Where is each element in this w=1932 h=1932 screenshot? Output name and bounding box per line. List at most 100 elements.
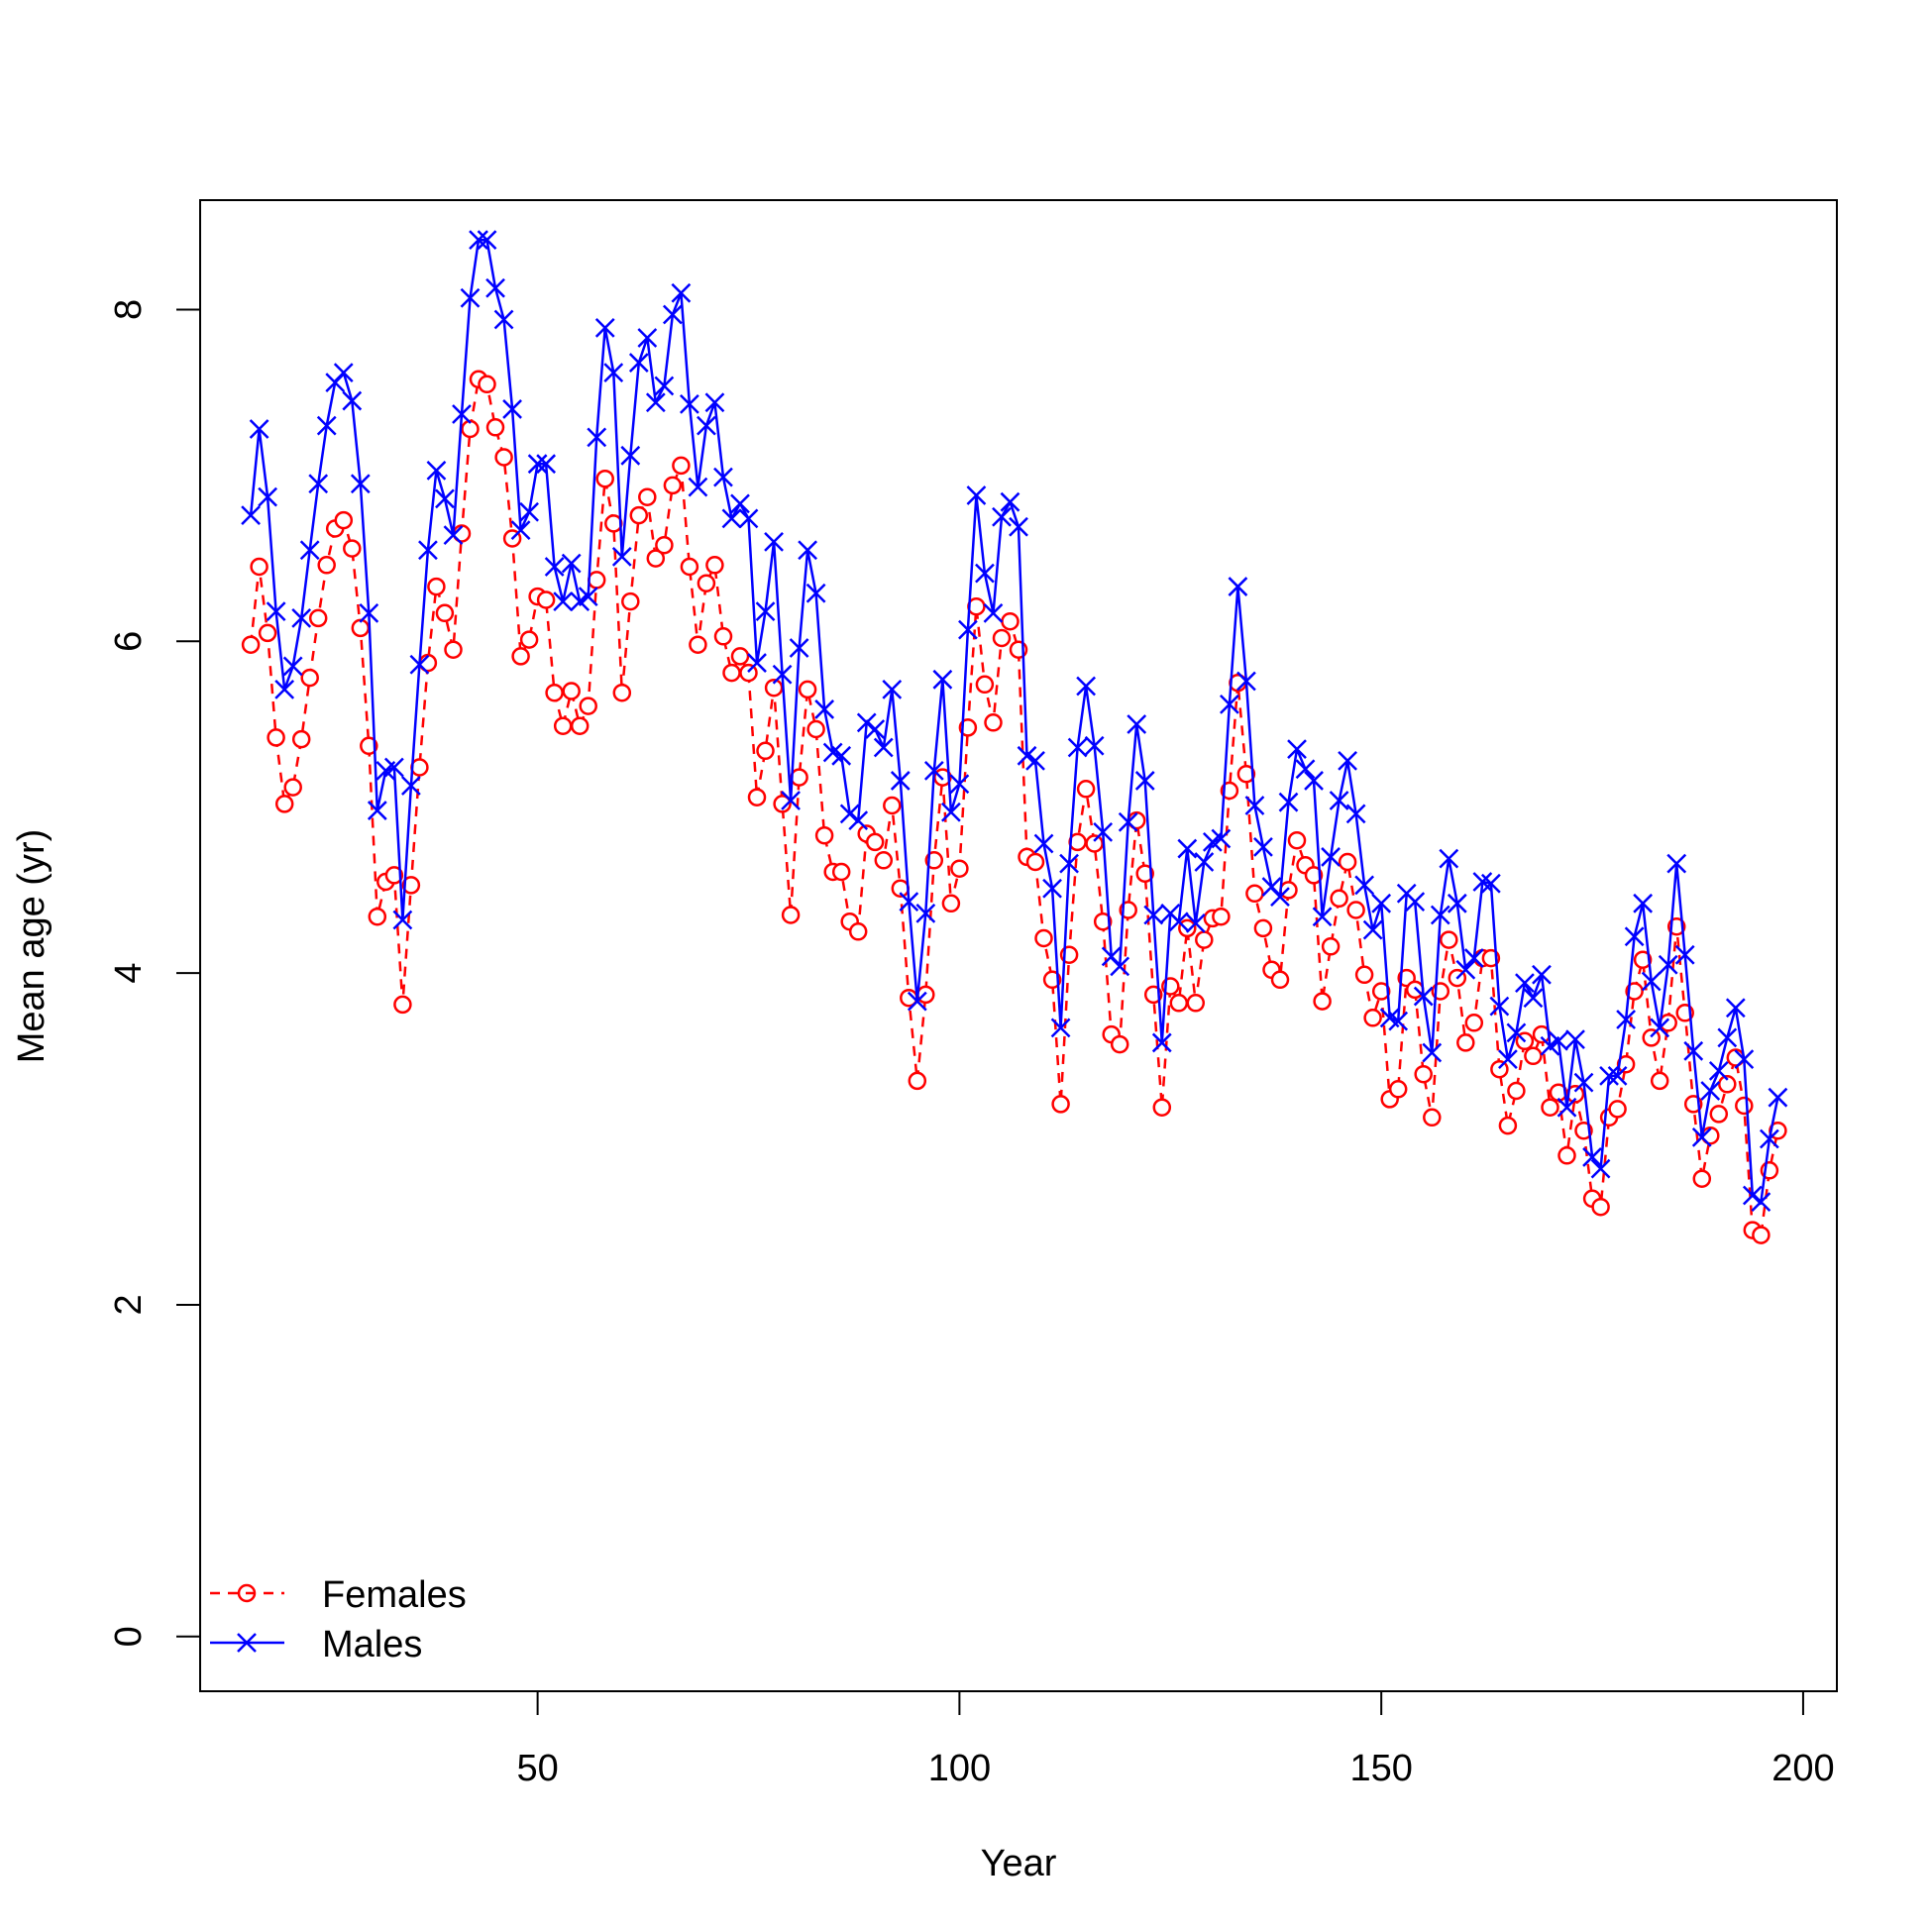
data-point-females xyxy=(1253,918,1273,938)
data-point-females xyxy=(663,476,683,495)
data-point-males xyxy=(1143,905,1164,925)
data-point-males xyxy=(258,486,278,507)
data-point-males xyxy=(519,501,539,522)
data-point-males xyxy=(241,505,261,525)
data-point-males xyxy=(493,309,514,330)
data-point-males xyxy=(1151,1032,1172,1053)
data-point-females xyxy=(1169,994,1189,1013)
data-point-males xyxy=(1076,676,1097,697)
data-point-males xyxy=(1683,1040,1704,1061)
x-axis-label: Year xyxy=(981,1843,1057,1884)
data-point-females xyxy=(1557,1146,1576,1165)
data-point-females xyxy=(360,736,378,756)
data-point-females xyxy=(1135,864,1154,883)
data-point-females xyxy=(1633,950,1653,969)
data-point-males xyxy=(1177,838,1198,859)
data-point-females xyxy=(1709,1105,1729,1124)
data-point-males xyxy=(688,477,708,497)
data-point-females xyxy=(1270,970,1290,990)
data-point-females xyxy=(1752,1226,1771,1244)
data-point-males xyxy=(1666,853,1687,874)
data-point-males xyxy=(1489,996,1510,1017)
data-point-females xyxy=(950,859,969,878)
data-point-males xyxy=(342,390,363,411)
data-point-females xyxy=(317,556,336,575)
x-tick-label: 50 xyxy=(516,1748,558,1789)
data-point-males xyxy=(932,669,953,690)
data-point-females xyxy=(908,1071,927,1091)
data-point-males xyxy=(1413,986,1434,1007)
data-point-females xyxy=(519,630,539,649)
data-point-females xyxy=(368,907,387,926)
data-point-males xyxy=(899,892,919,912)
y-tick-label: 6 xyxy=(108,631,150,652)
data-point-males xyxy=(1506,1022,1527,1043)
data-point-males xyxy=(772,664,793,685)
data-point-males xyxy=(1633,893,1654,913)
y-tick-label: 4 xyxy=(108,963,150,984)
data-point-females xyxy=(1363,1009,1382,1027)
data-point-males xyxy=(1312,907,1333,927)
data-point-females xyxy=(485,418,505,437)
data-point-females xyxy=(705,556,724,575)
data-point-males xyxy=(1110,956,1130,977)
data-point-males xyxy=(1641,971,1662,992)
data-point-males xyxy=(611,547,632,567)
data-point-females xyxy=(1371,982,1391,1001)
data-point-males xyxy=(1599,1066,1619,1086)
data-point-females xyxy=(722,663,741,683)
data-point-females xyxy=(1541,1098,1559,1117)
data-point-females xyxy=(1405,980,1425,1000)
data-point-males xyxy=(1717,1027,1738,1048)
data-point-males xyxy=(1565,1029,1585,1049)
data-point-males xyxy=(1025,750,1045,771)
data-point-males xyxy=(1650,1018,1670,1038)
data-point-males xyxy=(1549,1030,1568,1051)
data-point-males xyxy=(1194,852,1215,872)
data-point-females xyxy=(1498,1116,1518,1135)
data-point-females xyxy=(435,603,455,623)
data-point-females xyxy=(798,680,817,699)
data-point-females xyxy=(1423,1108,1442,1127)
data-point-males xyxy=(907,991,927,1012)
data-point-females xyxy=(1195,930,1214,949)
data-point-males xyxy=(697,415,716,436)
data-point-males xyxy=(873,737,894,758)
data-point-males xyxy=(628,353,649,373)
data-point-males xyxy=(1556,1097,1577,1118)
y-axis: 0 2 4 6 8 xyxy=(108,299,201,1647)
data-point-females xyxy=(283,778,302,797)
data-point-females xyxy=(1313,992,1332,1011)
data-point-males xyxy=(316,415,337,436)
data-point-females xyxy=(814,825,834,845)
data-point-males xyxy=(1455,959,1476,980)
data-point-males xyxy=(983,602,1004,623)
y-tick-label: 8 xyxy=(108,299,150,320)
data-point-females xyxy=(730,647,750,666)
data-point-males xyxy=(1000,491,1020,512)
data-point-males xyxy=(1422,1042,1443,1063)
data-point-females xyxy=(1025,852,1045,872)
data-point-males xyxy=(367,801,387,820)
x-tick-label: 150 xyxy=(1349,1748,1412,1789)
data-point-males xyxy=(1033,833,1054,854)
data-point-males xyxy=(1220,695,1239,714)
data-point-males xyxy=(637,328,658,348)
data-point-males xyxy=(781,791,801,810)
data-point-females xyxy=(1212,907,1231,926)
data-point-females xyxy=(579,697,597,715)
data-point-females xyxy=(570,716,590,735)
data-point-females xyxy=(883,796,902,815)
data-point-females xyxy=(1608,1100,1627,1119)
data-point-males xyxy=(713,467,733,487)
data-point-females xyxy=(1093,912,1113,931)
data-point-males xyxy=(469,230,488,251)
data-point-females xyxy=(1304,866,1324,885)
data-point-males xyxy=(282,656,303,677)
data-point-males xyxy=(1338,750,1357,771)
data-point-males xyxy=(1059,853,1079,874)
data-point-males xyxy=(1734,1049,1755,1070)
data-point-males xyxy=(882,679,903,699)
data-point-males xyxy=(814,699,835,719)
data-point-males xyxy=(1751,1192,1771,1213)
